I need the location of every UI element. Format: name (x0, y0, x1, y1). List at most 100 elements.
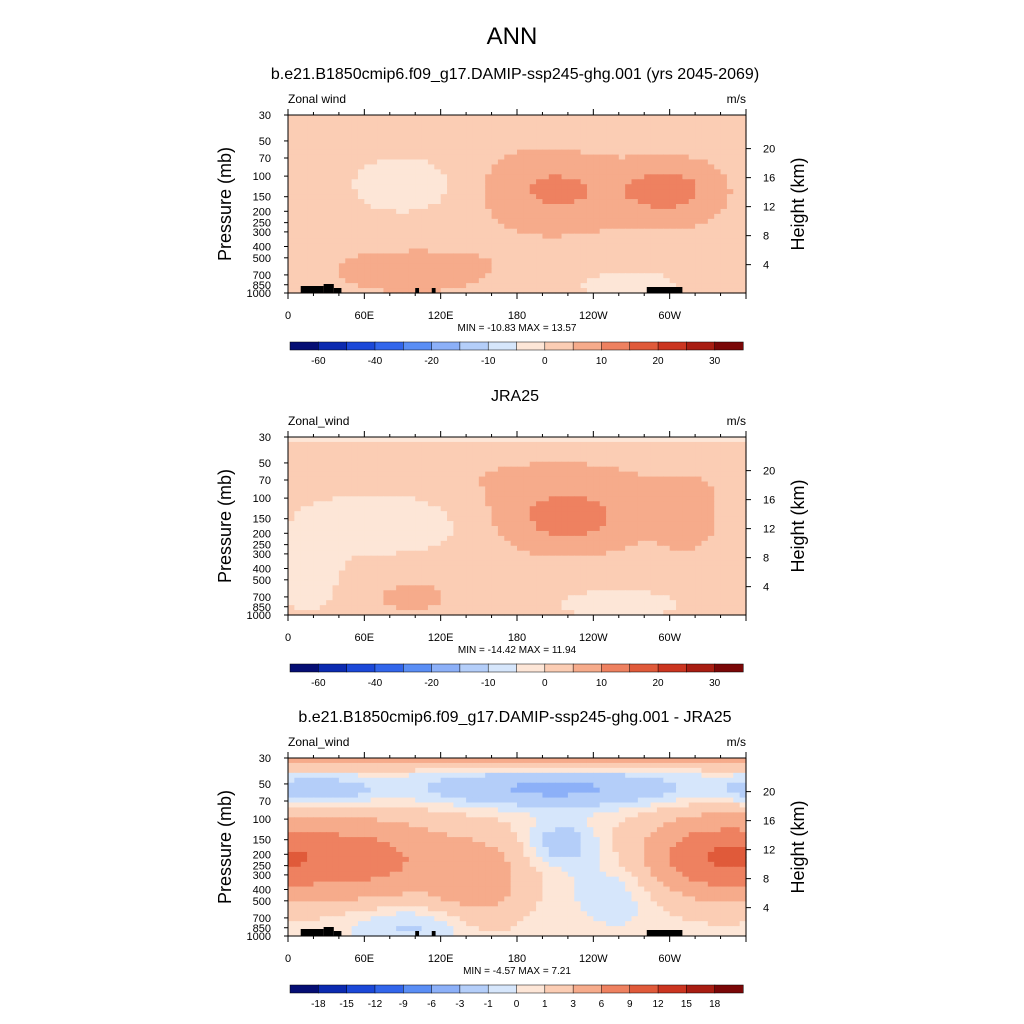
panel-1-contour-cell (415, 263, 423, 269)
panel-1-contour-cell (631, 184, 639, 190)
panel-2-contour-cell (612, 446, 620, 453)
panel-1-contour-cell (478, 154, 486, 161)
panel-2-contour-cell (497, 446, 505, 453)
panel-1-contour-cell (427, 238, 435, 245)
panel-1-contour-cell (389, 149, 397, 156)
panel-2-contour-cell (300, 501, 308, 507)
panel-1-contour-cell (491, 213, 499, 220)
panel-2-contour-cell (612, 545, 620, 552)
panel-1-contour-cell (676, 159, 683, 166)
panel-2-contour-cell (383, 441, 391, 448)
panel-1-contour-cell (504, 154, 512, 161)
panel-1-contour-cell (695, 233, 703, 240)
panel-1-contour-cell (294, 268, 302, 274)
panel-1-contour-cell (567, 208, 575, 215)
panel-1-contour-cell (338, 213, 346, 220)
panel-1-contour-cell (294, 204, 302, 210)
panel-2-contour-cell (707, 540, 715, 547)
panel-1-contour-cell (510, 174, 518, 180)
panel-1-contour-cell (300, 233, 308, 240)
panel-2-contour-cell (453, 590, 461, 596)
panel-1-contour-cell (434, 134, 442, 141)
panel-2-contour-cell (637, 491, 645, 497)
panel-1-contour-cell (523, 139, 531, 146)
panel-2-contour-cell (421, 555, 429, 562)
panel-2-contour-cell (739, 526, 747, 532)
panel-1-contour-cell (631, 218, 639, 225)
panel-2-contour-cell (357, 496, 365, 502)
panel-2-contour-cell (466, 530, 474, 537)
panel-1-contour-cell (478, 119, 486, 126)
panel-2-contour-cell (663, 585, 671, 591)
panel-1-contour-cell (377, 238, 385, 245)
panel-2-contour-cell (574, 555, 582, 562)
panel-2-contour-cell (415, 481, 423, 488)
panel-2-contour-cell (517, 437, 524, 443)
panel-2-contour-cell (288, 555, 295, 562)
panel-2-contour-cell (656, 476, 664, 483)
panel-1-contour-cell (695, 159, 703, 166)
panel-1-contour-cell (733, 253, 741, 259)
panel-2-contour-cell (485, 476, 493, 483)
panel-1-contour-cell (523, 159, 531, 166)
panel-1-contour-cell (631, 283, 639, 289)
panel-2-contour-cell (319, 590, 327, 596)
panel-2-contour-cell (497, 545, 505, 552)
panel-1-contour-cell (739, 149, 747, 156)
panel-2-contour-cell (345, 486, 353, 492)
panel-2-contour-cell (739, 437, 747, 443)
panel-1-contour-cell (701, 204, 709, 210)
panel-1-contour-cell (656, 189, 664, 195)
panel-1-contour-cell (663, 199, 671, 205)
panel-2-contour-cell (427, 560, 435, 567)
panel-1-contour-cell (599, 228, 607, 235)
panel-1-contour-cell (669, 213, 677, 220)
panel-2-contour-cell (612, 570, 620, 577)
panel-2-contour-cell (396, 501, 404, 507)
panel-1-contour-cell (625, 119, 633, 126)
panel-2-contour-cell (402, 535, 410, 542)
panel-1-contour-cell (631, 288, 639, 294)
panel-1-contour-cell (415, 159, 423, 166)
panel-1-contour-cell (332, 194, 340, 200)
panel-1-contour-cell (364, 174, 372, 180)
panel-1-contour-cell (676, 213, 683, 220)
panel-1-contour-cell (345, 154, 353, 161)
panel-1-contour-cell (434, 159, 442, 166)
panel-1-contour-cell (663, 159, 671, 166)
panel-2-contour-cell (536, 550, 544, 557)
panel-2-contour-cell (561, 461, 569, 468)
panel-2-contour-cell (612, 580, 620, 586)
panel-1-contour-cell (656, 218, 664, 225)
panel-1-contour-cell (427, 223, 435, 230)
panel-2-contour-cell (599, 461, 607, 468)
panel-2-contour-cell (357, 491, 365, 497)
panel-1-contour-cell (478, 283, 486, 289)
panel-2-contour-cell (313, 526, 321, 532)
panel-2-contour-cell (427, 521, 435, 527)
panel-2-contour-cell (313, 516, 321, 522)
panel-2-contour-cell (733, 491, 741, 497)
panel-1-contour-cell (720, 253, 728, 259)
panel-2-contour-cell (561, 590, 569, 596)
panel-2-contour-cell (739, 575, 747, 581)
panel-2-contour-cell (580, 471, 588, 478)
panel-1-contour-cell (631, 233, 639, 240)
panel-2-contour-cell (523, 535, 531, 542)
panel-1-contour-cell (478, 179, 486, 185)
panel-2-contour-cell (427, 466, 435, 473)
panel-1-contour-cell (637, 243, 645, 250)
panel-1-contour-cell (510, 134, 518, 141)
panel-1-contour-cell (656, 223, 664, 230)
panel-1-contour-cell (523, 144, 531, 151)
panel-1-contour-cell (497, 204, 505, 210)
panel-1-contour-cell (593, 218, 601, 225)
panel-1-contour-cell (739, 268, 747, 274)
panel-1-contour-cell (720, 134, 728, 141)
panel-1-contour-cell (618, 119, 626, 126)
panel-1-contour-cell (415, 253, 423, 259)
panel-1-contour-cell (707, 184, 715, 190)
panel-2-contour-cell (491, 526, 499, 532)
panel-1-contour-cell (485, 228, 493, 235)
panel-1-contour-cell (548, 189, 556, 195)
